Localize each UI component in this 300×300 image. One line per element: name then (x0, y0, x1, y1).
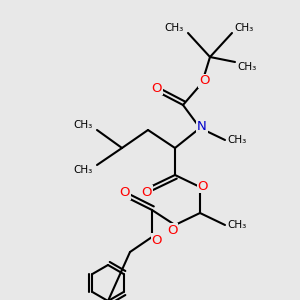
Text: CH₃: CH₃ (237, 62, 256, 72)
Text: O: O (120, 187, 130, 200)
Text: O: O (167, 224, 177, 236)
Text: CH₃: CH₃ (234, 23, 254, 33)
Text: O: O (152, 82, 162, 94)
Text: O: O (199, 74, 209, 88)
Text: CH₃: CH₃ (74, 120, 93, 130)
Text: CH₃: CH₃ (74, 165, 93, 175)
Text: O: O (198, 179, 208, 193)
Text: CH₃: CH₃ (227, 135, 247, 145)
Text: CH₃: CH₃ (227, 220, 247, 230)
Text: O: O (142, 185, 152, 199)
Text: CH₃: CH₃ (164, 23, 184, 33)
Text: N: N (197, 121, 207, 134)
Text: O: O (152, 233, 162, 247)
